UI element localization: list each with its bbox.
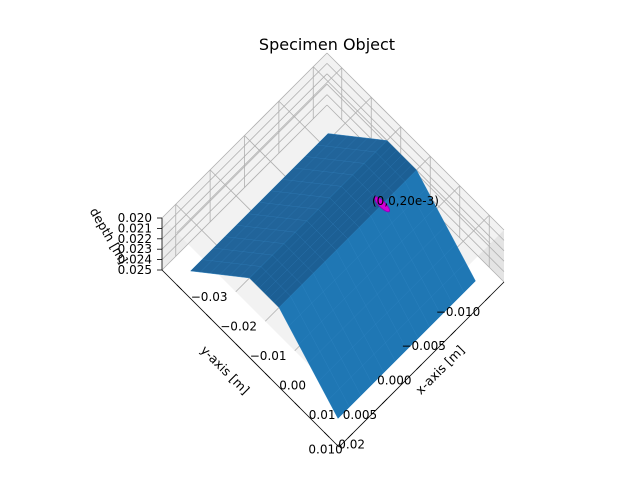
gridline-z-yz (161, 63, 328, 229)
y-axis-label: y-axis [m] (198, 342, 253, 397)
marker-group (374, 196, 391, 213)
surface-plot (190, 133, 476, 419)
z-tick-label: 0.022 (118, 232, 152, 246)
x-axis-line (161, 269, 340, 448)
surface-mesh-line (308, 225, 447, 364)
x-tick (205, 313, 212, 320)
surface-mesh-line (200, 134, 338, 273)
surface-mesh-line (239, 139, 378, 277)
x-tick (294, 402, 301, 409)
y-tick (347, 432, 354, 439)
gridline-z-yz (161, 73, 328, 240)
z-tick-label: 0.025 (118, 263, 152, 277)
z-tick-label: 0.024 (118, 253, 152, 267)
surface-mesh-line (288, 188, 427, 327)
surface-mesh-line (318, 243, 456, 382)
x-tick-label: 0.01 (309, 408, 336, 422)
z-tick-label: 0.023 (118, 242, 152, 256)
surface-mesh-line (210, 135, 348, 274)
gridline-z-xz (326, 52, 505, 231)
gridline-z-yz (161, 104, 328, 271)
x-tick (176, 284, 183, 291)
x-tick-label: −0.03 (191, 290, 228, 304)
gridline-z-yz (161, 83, 328, 250)
y-tick-labels: −0.010 −0.005 0.000 0.005 0.010 (308, 305, 480, 457)
z-tick-label: 0.021 (118, 221, 152, 235)
y-tick (381, 398, 388, 405)
y-tick-label: 0.005 (343, 408, 377, 422)
y-tick-label: −0.005 (401, 339, 445, 353)
x-tick-label: −0.02 (220, 319, 257, 333)
surface-mesh-line (273, 164, 412, 303)
surface-mesh-line (264, 155, 402, 293)
x-tick-label: 0.00 (279, 378, 306, 392)
x-tick (264, 372, 271, 379)
x-tick-label: −0.01 (250, 349, 287, 363)
x-tick (323, 431, 330, 438)
y-tick (450, 329, 457, 336)
gridline-z-yz (161, 94, 328, 260)
y-tick-label: 0.010 (308, 442, 342, 456)
marker-point (374, 196, 391, 213)
x-tick-label: 0.02 (338, 437, 365, 451)
gridline-z-xz (326, 63, 505, 241)
y-tick-label: 0.000 (377, 374, 411, 388)
annotation-label: (0,0,20e-3) (372, 194, 439, 208)
surface-mesh-line (259, 150, 397, 288)
surface-mesh-line (328, 262, 466, 401)
surface-mesh-line (254, 145, 393, 284)
tick-marks (157, 217, 491, 439)
gridline-z-xz (326, 73, 505, 252)
surface-mesh-line (229, 138, 368, 276)
x-tick (235, 343, 242, 350)
y-tick (484, 295, 491, 302)
z-tick-label: 0.020 (118, 211, 152, 225)
x-tick-labels: −0.03 −0.02 −0.01 0.00 0.01 0.02 (191, 290, 365, 452)
y-tick (416, 364, 422, 370)
gridline-z-yz (161, 52, 328, 219)
surface-mesh-line (269, 160, 407, 298)
surface-mesh-line (298, 206, 437, 345)
chart-title: Specimen Object (259, 35, 395, 54)
surface-mesh-line (219, 136, 358, 275)
y-tick-label: −0.010 (436, 305, 480, 319)
